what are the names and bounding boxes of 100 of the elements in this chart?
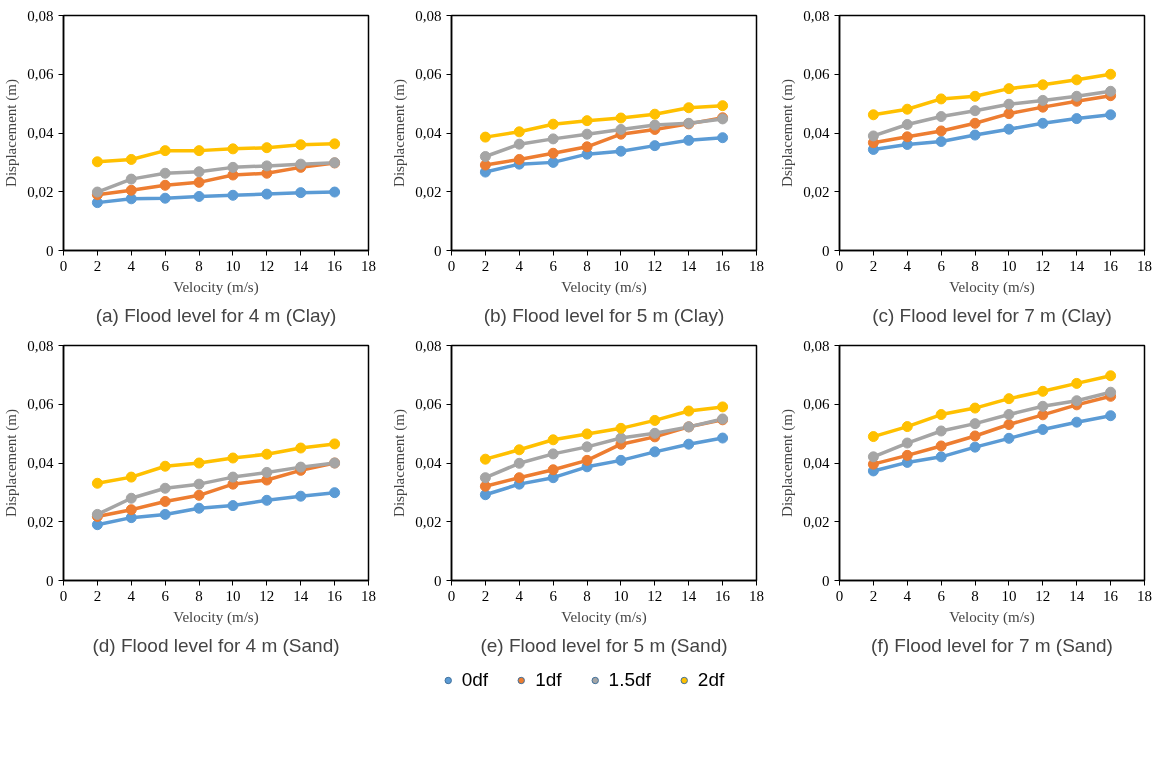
y-tick-label: 0,08 <box>27 7 54 24</box>
x-tick-label: 2 <box>93 587 102 604</box>
y-axis-title: Displacement (m) <box>391 79 409 187</box>
x-axis-title: Velocity (m/s) <box>173 278 259 296</box>
x-tick-label: 14 <box>1069 587 1085 604</box>
x-tick-label: 16 <box>715 587 731 604</box>
text: (e) Flood level for 5 m (Sand) <box>480 634 728 656</box>
x-tick-label: 0 <box>59 587 68 604</box>
x-axis-title: Velocity (m/s) <box>949 278 1035 296</box>
x-tick-label: 8 <box>971 587 979 604</box>
x-tick-label: 12 <box>259 587 275 604</box>
x-tick-label: 18 <box>1137 257 1152 274</box>
x-tick-label: 14 <box>681 587 697 604</box>
x-tick-label: 8 <box>583 587 591 604</box>
x-tick-label: 10 <box>225 257 241 274</box>
x-tick-label: 4 <box>127 257 136 274</box>
x-tick-label: 14 <box>293 257 309 274</box>
x-tick-label: 0 <box>835 587 844 604</box>
x-tick-label: 8 <box>195 587 203 604</box>
x-tick-label: 4 <box>515 257 524 274</box>
x-tick-label: 8 <box>971 257 979 274</box>
x-tick-label: 6 <box>549 587 558 604</box>
legend-label: 0df <box>461 669 489 691</box>
x-tick-label: 0 <box>835 257 844 274</box>
y-tick-label: 0,02 <box>415 183 442 200</box>
y-tick-label: 0,08 <box>803 337 830 354</box>
x-tick-label: 12 <box>259 257 275 274</box>
x-tick-label: 12 <box>647 587 663 604</box>
x-tick-label: 14 <box>293 587 309 604</box>
y-axis-title: Displacement (m) <box>3 409 21 517</box>
y-tick-label: 0,04 <box>27 455 54 471</box>
y-tick-label: 0,06 <box>415 66 442 83</box>
x-tick-label: 12 <box>647 257 663 274</box>
x-tick-label: 6 <box>937 587 946 604</box>
x-axis-title: Velocity (m/s) <box>561 278 647 296</box>
x-axis-title: Velocity (m/s) <box>561 608 647 626</box>
y-tick-label: 0 <box>434 572 442 589</box>
x-tick-label: 14 <box>681 257 697 274</box>
x-tick-label: 4 <box>515 587 524 604</box>
x-tick-label: 12 <box>1035 587 1051 604</box>
x-tick-label: 18 <box>361 587 376 604</box>
x-tick-label: 16 <box>1103 257 1119 274</box>
x-tick-label: 16 <box>1103 587 1119 604</box>
x-tick-label: 18 <box>749 587 764 604</box>
x-tick-label: 16 <box>327 587 343 604</box>
x-tick-label: 18 <box>749 257 764 274</box>
x-tick-label: 2 <box>481 587 490 604</box>
y-tick-label: 0,08 <box>27 337 54 354</box>
y-tick-label: 0,04 <box>415 125 442 141</box>
text: (f) Flood level for 7 m (Sand) <box>871 634 1113 656</box>
x-tick-label: 10 <box>1001 587 1017 604</box>
x-tick-label: 0 <box>447 257 456 274</box>
legend-label: 2df <box>697 669 725 691</box>
x-tick-label: 6 <box>937 257 946 274</box>
x-axis-title: Velocity (m/s) <box>949 608 1035 626</box>
x-tick-label: 4 <box>903 587 912 604</box>
x-axis-title: Velocity (m/s) <box>173 608 259 626</box>
y-tick-label: 0,06 <box>803 396 830 413</box>
y-tick-label: 0,08 <box>415 7 442 24</box>
x-tick-label: 2 <box>481 257 490 274</box>
y-tick-label: 0,02 <box>27 513 54 530</box>
y-axis-title: Displacement (m) <box>391 409 409 517</box>
text: (c) Flood level for 7 m (Clay) <box>872 304 1112 326</box>
x-tick-label: 8 <box>583 257 591 274</box>
y-tick-label: 0,06 <box>27 66 54 83</box>
y-tick-label: 0 <box>46 572 54 589</box>
y-tick-label: 0,04 <box>415 455 442 471</box>
text: (d) Flood level for 4 m (Sand) <box>92 634 340 656</box>
y-axis-title: Displacement (m) <box>3 79 21 187</box>
y-tick-label: 0,08 <box>803 7 830 24</box>
y-tick-label: 0,04 <box>803 455 830 471</box>
y-axis-title: Dsiplacement (m) <box>779 79 797 187</box>
y-tick-label: 0,02 <box>27 183 54 200</box>
x-tick-label: 8 <box>195 257 203 274</box>
y-tick-label: 0,02 <box>415 513 442 530</box>
x-tick-label: 18 <box>1137 587 1152 604</box>
x-tick-label: 16 <box>327 257 343 274</box>
x-tick-label: 0 <box>447 587 456 604</box>
y-tick-label: 0,04 <box>27 125 54 141</box>
x-tick-label: 2 <box>869 257 878 274</box>
legend-label: 1.5df <box>608 669 651 691</box>
x-tick-label: 10 <box>1001 257 1017 274</box>
x-tick-label: 6 <box>161 257 170 274</box>
y-tick-label: 0 <box>822 242 830 259</box>
y-tick-label: 0,06 <box>803 66 830 83</box>
x-tick-label: 10 <box>613 257 629 274</box>
y-tick-label: 0,02 <box>803 183 830 200</box>
x-tick-label: 2 <box>869 587 878 604</box>
x-tick-label: 10 <box>225 587 241 604</box>
y-tick-label: 0 <box>822 572 830 589</box>
x-tick-label: 6 <box>161 587 170 604</box>
text: (b) Flood level for 5 m (Clay) <box>483 304 725 326</box>
y-axis-title: Displacement (m) <box>779 409 797 517</box>
x-tick-label: 4 <box>127 587 136 604</box>
y-tick-label: 0,08 <box>415 337 442 354</box>
x-tick-label: 14 <box>1069 257 1085 274</box>
y-tick-label: 0 <box>434 242 442 259</box>
y-tick-label: 0,04 <box>803 125 830 141</box>
x-tick-label: 4 <box>903 257 912 274</box>
y-tick-label: 0,02 <box>803 513 830 530</box>
